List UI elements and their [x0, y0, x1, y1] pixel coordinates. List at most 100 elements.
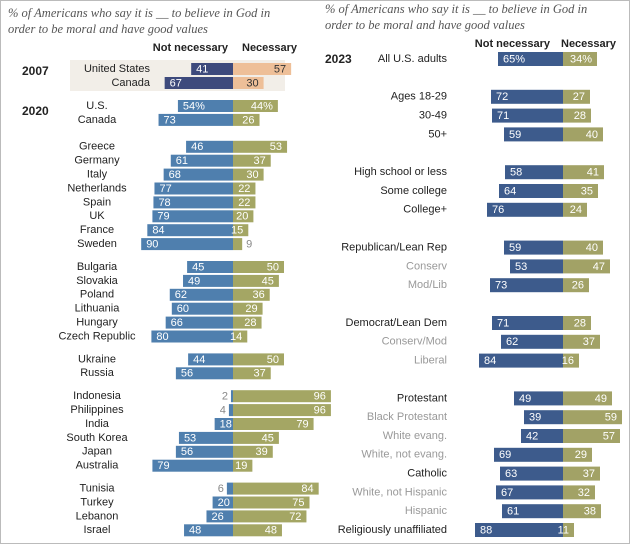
value-label: 59 [509, 129, 521, 141]
category-label: Canada [111, 77, 150, 89]
bar-necessary [563, 165, 604, 180]
bar-necessary [563, 504, 601, 519]
value-label: 48 [189, 525, 201, 537]
value-label: 46 [191, 141, 203, 153]
category-label: Lebanon [76, 510, 119, 522]
value-label: 26 [572, 280, 584, 292]
category-label: India [85, 418, 110, 430]
category-label: 30-49 [419, 110, 447, 122]
bar-not-necessary [154, 182, 233, 195]
category-label: UK [89, 210, 105, 222]
value-label: 26 [211, 511, 223, 523]
bar-necessary [233, 224, 249, 237]
bar-necessary [233, 77, 264, 89]
bar-not-necessary [151, 330, 233, 343]
category-label: Sweden [77, 238, 117, 250]
value-label: 18 [220, 418, 232, 430]
bar-not-necessary [158, 113, 233, 126]
category-label: Black Protestant [367, 411, 447, 423]
bar-not-necessary [184, 524, 233, 537]
category-label: Tunisia [79, 483, 115, 495]
value-label: 2 [222, 391, 228, 403]
value-label: 44% [251, 100, 273, 112]
value-label: 59 [509, 242, 521, 254]
bar-not-necessary [505, 165, 563, 180]
bar-not-necessary [206, 510, 233, 523]
category-label: White evang. [383, 430, 447, 442]
value-label: 37 [583, 468, 595, 480]
category-label: Netherlands [67, 182, 127, 194]
category-label: Hispanic [405, 505, 448, 517]
bar-not-necessary [498, 52, 563, 66]
bar-necessary [233, 496, 310, 509]
bar-necessary [233, 524, 282, 537]
category-label: France [80, 224, 114, 236]
value-label: 4 [220, 405, 226, 417]
bar-not-necessary [187, 261, 233, 273]
bar-necessary [233, 238, 243, 251]
value-label: 53 [184, 432, 196, 444]
value-label: 77 [159, 183, 171, 195]
bar-necessary [233, 482, 319, 495]
value-label: 47 [593, 261, 605, 273]
value-label: 56 [181, 368, 193, 380]
bar-not-necessary [504, 127, 563, 142]
bar-necessary [563, 127, 603, 142]
bar-not-necessary [228, 404, 233, 417]
category-label: Slovakia [76, 275, 118, 287]
value-label: 39 [529, 412, 541, 424]
value-label: 15 [231, 225, 243, 237]
legend-label: Not necessary [153, 42, 229, 54]
bar-necessary [563, 52, 597, 66]
year-label: 2007 [22, 64, 49, 78]
bar-necessary [233, 100, 278, 112]
category-label: Italy [87, 169, 108, 181]
value-label: 40 [586, 129, 598, 141]
bar-not-necessary [141, 238, 233, 251]
year-label: 2020 [22, 104, 49, 118]
category-label: Some college [380, 185, 447, 197]
value-label: 48 [265, 525, 277, 537]
value-label: 37 [253, 155, 265, 167]
legend-label: Not necessary [475, 38, 551, 50]
bar-necessary [233, 196, 256, 209]
bar-not-necessary [188, 353, 233, 366]
value-label: 79 [296, 418, 308, 430]
bar-not-necessary [214, 418, 233, 430]
category-label: Lithuania [75, 303, 121, 315]
bar-necessary [233, 210, 254, 223]
bar-not-necessary [191, 63, 233, 75]
value-label: 6 [218, 483, 224, 495]
category-label: Democrat/Lean Dem [346, 317, 448, 329]
category-label: Israel [84, 524, 111, 536]
value-label: 72 [289, 511, 301, 523]
bar-not-necessary [163, 168, 233, 181]
category-label: Protestant [397, 392, 447, 404]
category-label: Spain [83, 196, 111, 208]
bar-not-necessary [165, 316, 233, 329]
value-label: 84 [301, 483, 313, 495]
value-label: 36 [252, 289, 264, 301]
category-label: South Korea [66, 432, 128, 444]
value-label: 45 [192, 261, 204, 273]
bar-necessary [233, 302, 263, 315]
value-label: 64 [504, 185, 516, 197]
bar-necessary [563, 240, 603, 255]
bar-not-necessary [501, 334, 563, 349]
bar-not-necessary [170, 154, 233, 167]
bar-not-necessary [169, 288, 233, 301]
value-label: 84 [484, 355, 496, 367]
bar-necessary [563, 316, 591, 330]
bar-not-necessary [479, 353, 563, 368]
value-label: 96 [314, 405, 326, 417]
bar-necessary [563, 108, 591, 123]
category-label: Turkey [80, 496, 114, 508]
value-label: 63 [505, 468, 517, 480]
value-label: 62 [506, 336, 518, 348]
bar-necessary [233, 353, 284, 366]
legend-label: Necessary [242, 42, 298, 54]
value-label: 59 [605, 412, 617, 424]
value-label: 11 [558, 524, 569, 536]
value-label: 20 [218, 497, 230, 509]
value-label: 75 [292, 497, 304, 509]
